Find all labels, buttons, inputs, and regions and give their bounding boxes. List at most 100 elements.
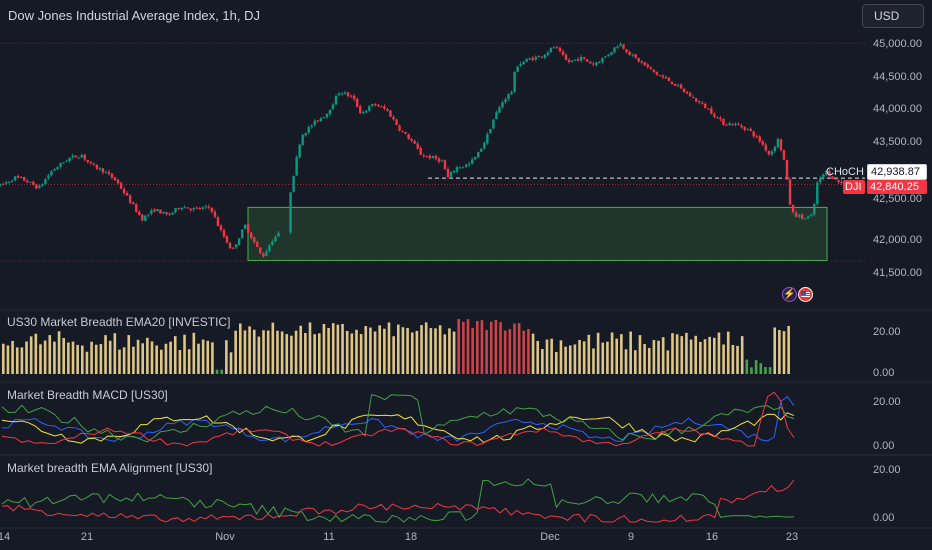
- candle-body: [362, 112, 365, 114]
- candle-body: [489, 129, 492, 134]
- breadth-bar: [480, 320, 484, 374]
- breadth-bar: [6, 345, 10, 374]
- candle-body: [519, 63, 522, 66]
- candle-body: [135, 204, 138, 212]
- price-tick: 45,000.00: [873, 38, 922, 50]
- currency-selector[interactable]: USD: [862, 4, 924, 28]
- breadth-bar: [624, 349, 628, 374]
- candle-body: [513, 72, 516, 92]
- candle-body: [679, 84, 683, 89]
- breadth-bar: [364, 326, 368, 374]
- candle-body: [573, 59, 577, 61]
- candle-body: [803, 218, 807, 220]
- breadth-bar: [201, 339, 205, 374]
- breadth-bar: [276, 330, 279, 374]
- candle-body: [495, 112, 498, 120]
- breadth-bar: [304, 332, 307, 374]
- candle-body: [104, 172, 108, 174]
- breadth-bar: [787, 325, 790, 374]
- time-tick: 23: [785, 531, 799, 543]
- candle-body: [516, 66, 519, 72]
- candle-body: [734, 123, 737, 125]
- breadth-bar: [620, 334, 623, 374]
- candle-body: [304, 132, 307, 136]
- breadth-bar: [713, 337, 716, 374]
- candle-body: [319, 118, 323, 122]
- breadth-bar: [43, 340, 47, 374]
- candle-body: [298, 144, 301, 158]
- candle-body: [407, 134, 410, 140]
- breadth-bar: [359, 334, 363, 374]
- candle-body: [59, 162, 62, 167]
- candle-body: [464, 164, 468, 167]
- candle-body: [813, 204, 816, 215]
- candle-body: [98, 168, 102, 170]
- breadth-bar: [392, 336, 395, 374]
- candle-body: [183, 207, 186, 209]
- candle-body: [331, 104, 335, 110]
- candle-body: [44, 179, 47, 185]
- candle-body: [579, 56, 583, 61]
- candle-body: [0, 184, 2, 187]
- breadth-bar: [327, 327, 330, 374]
- breadth-bar: [2, 343, 5, 374]
- candle-body: [325, 113, 329, 118]
- breadth-bar: [164, 343, 168, 374]
- candle-body: [189, 208, 192, 211]
- breadth-bar: [634, 350, 637, 374]
- candle-body: [71, 155, 74, 158]
- candle-body: [131, 202, 135, 205]
- breadth-bar: [266, 330, 270, 374]
- us-flag-icon[interactable]: [798, 287, 813, 302]
- breadth-bar: [443, 334, 447, 374]
- candle-body: [395, 119, 398, 126]
- candle-body: [26, 180, 29, 183]
- candle-body: [658, 75, 662, 77]
- candle-body: [383, 106, 386, 109]
- candle-body: [107, 171, 111, 174]
- candle-body: [471, 159, 474, 164]
- candle-body: [455, 167, 459, 172]
- breadth-bar: [420, 325, 423, 374]
- candle-body: [265, 251, 268, 257]
- breadth-bar: [759, 363, 763, 374]
- breadth-bar: [215, 369, 219, 374]
- breadth-bar: [108, 340, 112, 374]
- macd-red-line: [1, 391, 795, 447]
- candle-body: [119, 182, 123, 189]
- candle-body: [301, 134, 304, 146]
- candle-body: [195, 207, 198, 209]
- candle-body: [355, 98, 359, 107]
- breadth-bar: [220, 369, 224, 374]
- breadth-bar: [318, 333, 321, 374]
- candle-body: [125, 193, 129, 196]
- candle-body: [50, 171, 53, 176]
- candle-body: [834, 178, 837, 180]
- breadth-bar: [703, 339, 707, 374]
- candle-body: [616, 46, 619, 48]
- breadth-bar: [104, 335, 107, 374]
- candle-body: [628, 51, 631, 55]
- candle-body: [716, 117, 719, 119]
- candle-body: [631, 54, 634, 56]
- candle-body: [737, 124, 740, 126]
- candle-body: [371, 104, 374, 106]
- candle-body: [561, 51, 565, 55]
- candle-body: [228, 242, 232, 249]
- breadth-bar: [211, 342, 214, 374]
- breadth-bar: [192, 332, 196, 374]
- candle-body: [240, 229, 244, 239]
- candle-body: [467, 163, 471, 165]
- breadth-bar: [136, 339, 140, 374]
- time-tick: 16: [705, 531, 719, 543]
- flash-icon[interactable]: ⚡: [782, 287, 797, 302]
- ema20-tick: 20.00: [873, 326, 901, 338]
- candle-body: [234, 244, 238, 248]
- breadth-bar: [373, 331, 377, 374]
- candle-body: [352, 95, 356, 100]
- breadth-bar: [350, 333, 354, 374]
- candle-body: [256, 241, 259, 248]
- candle-body: [147, 214, 150, 216]
- candle-body: [688, 93, 692, 97]
